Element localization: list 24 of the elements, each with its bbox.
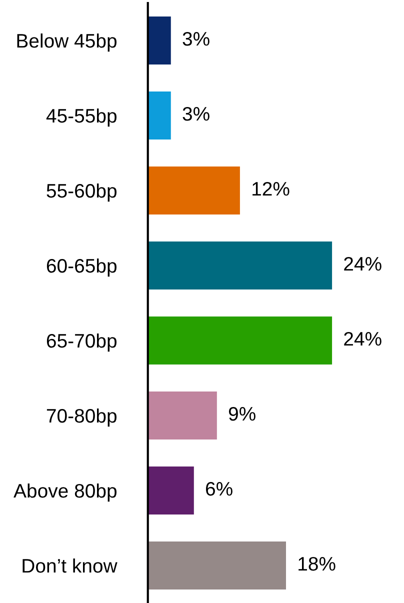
y-tick-label: Above 80bp: [14, 483, 116, 502]
data-label: 9%: [228, 406, 256, 421]
data-label: 12%: [252, 182, 290, 196]
data-label: 6%: [206, 482, 232, 496]
bar: [148, 542, 286, 590]
data-label: 3%: [182, 32, 210, 46]
y-tick-label: 60-65bp: [46, 258, 116, 277]
bar: [148, 466, 194, 514]
y-tick-label: 55-60bp: [46, 183, 116, 202]
data-label: 3%: [182, 106, 210, 121]
bar: [148, 16, 171, 65]
y-tick-label: 70-80bp: [46, 408, 116, 427]
bar: [148, 242, 332, 290]
data-label: 18%: [298, 556, 336, 571]
bar: [148, 392, 217, 440]
bar: [148, 166, 240, 215]
y-tick-label: Don’t know: [22, 558, 118, 573]
y-tick-label: Below 45bp: [17, 33, 116, 52]
bar: [148, 316, 332, 365]
bar: [148, 92, 171, 140]
y-tick-label: 65-70bp: [46, 333, 116, 352]
y-tick-label: 45-55bp: [46, 108, 116, 127]
data-label: 24%: [344, 256, 382, 271]
data-label: 24%: [344, 332, 382, 346]
